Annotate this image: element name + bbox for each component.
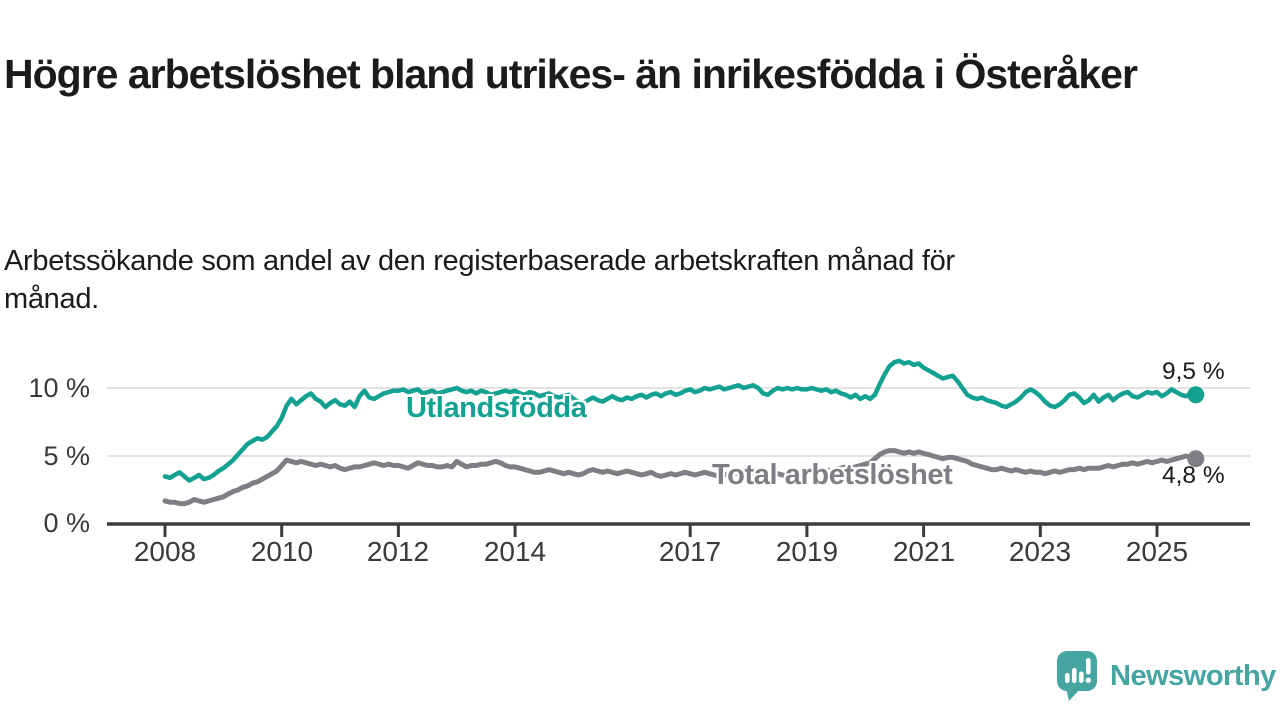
x-tick-label-2025: 2025 [1125,536,1189,567]
series-lines [162,358,1205,507]
chart-title: Högre arbetslöshet bland utrikes- än inr… [4,51,1138,98]
x-tick-label-2008: 2008 [133,536,197,567]
newsworthy-logo: Newsworthy [1056,650,1276,702]
x-tick-label-2010: 2010 [250,536,314,567]
end-dot-utlandsfodda [1187,386,1205,404]
y-tick-label-10: 10 % [28,373,90,403]
newsworthy-speech-bubble-chart-icon [1057,651,1097,701]
chart-subtitle: Arbetssökande som andel av den registerb… [4,245,955,316]
end-dot-total-arbetsloshet [1187,450,1205,468]
x-tick-label-2014: 2014 [483,536,547,567]
series-line-total-arbetsloshet [162,448,1199,507]
series-label-total-arbetsloshet: Total arbetslöshet [712,459,953,491]
series-label-utlandsfodda: Utlandsfödda [406,392,587,424]
end-value-utlandsfodda: 9,5 % [1162,358,1225,385]
end-value-total-arbetsloshet: 4,8 % [1162,462,1225,489]
newsworthy-logo-text: Newsworthy [1110,660,1276,692]
gridlines [107,387,1250,457]
x-axis [107,522,1250,537]
series-line-utlandsfodda [162,358,1199,483]
y-tick-label-0: 0 % [43,508,90,538]
y-tick-label-5: 5 % [43,441,90,471]
x-tick-label-2021: 2021 [892,536,956,567]
x-tick-label-2019: 2019 [775,536,839,567]
x-tick-label-2023: 2023 [1008,536,1072,567]
x-tick-label-2017: 2017 [658,536,722,567]
x-tick-label-2012: 2012 [366,536,430,567]
